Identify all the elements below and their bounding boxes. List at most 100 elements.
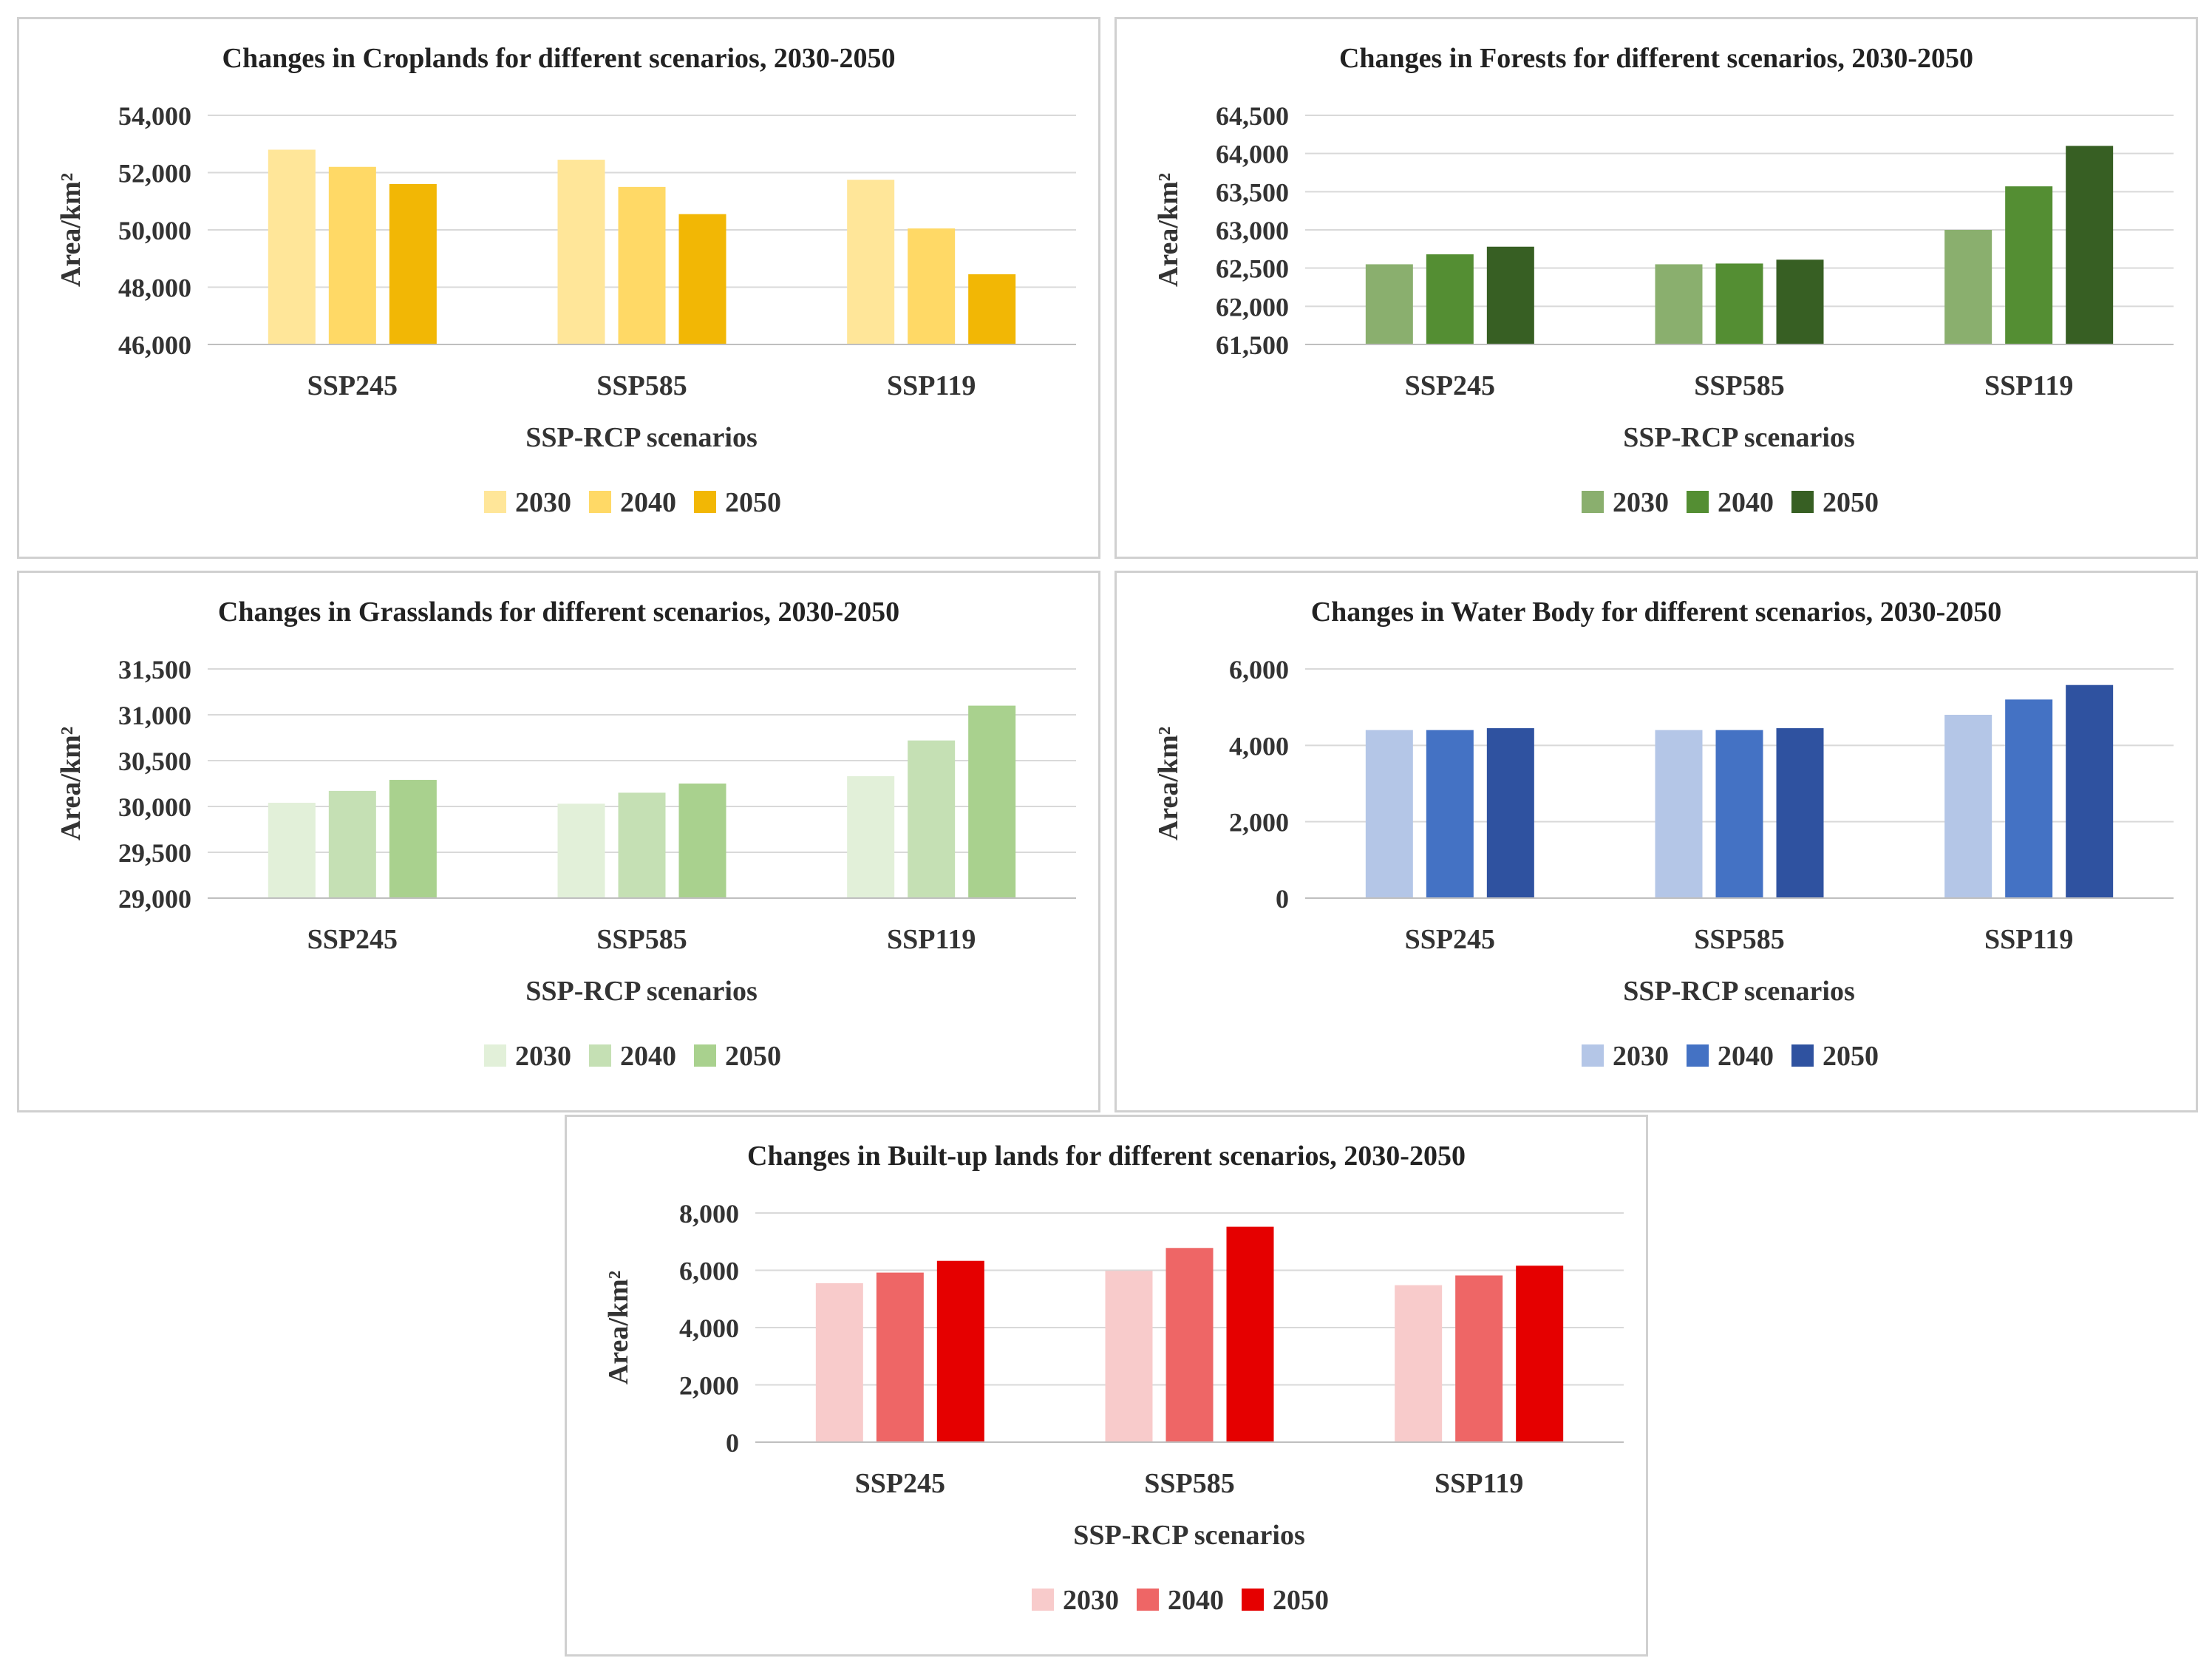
croplands-chart-panel: Changes in Croplands for different scena… xyxy=(17,17,1100,559)
bar-ssp119-2030 xyxy=(1944,230,1992,344)
x-category-label: SSP119 xyxy=(887,370,976,401)
bar-ssp585-2030 xyxy=(1655,264,1703,344)
y-axis-title: Area/km² xyxy=(1153,727,1184,840)
x-category-label: SSP245 xyxy=(307,370,398,401)
y-tick-label: 30,000 xyxy=(118,792,191,822)
x-category-label: SSP585 xyxy=(1694,924,1784,955)
bar-ssp245-2040 xyxy=(328,790,376,898)
chart-svg: Changes in Grasslands for different scen… xyxy=(55,597,1076,1072)
bar-ssp119-2030 xyxy=(1395,1285,1443,1442)
y-tick-label: 61,500 xyxy=(1216,330,1289,360)
y-tick-label: 62,000 xyxy=(1216,292,1289,322)
legend-label: 2040 xyxy=(1168,1585,1224,1616)
y-axis-title: Area/km² xyxy=(603,1271,634,1384)
bar-ssp585-2030 xyxy=(557,803,605,898)
bar-ssp585-2030 xyxy=(1105,1271,1153,1442)
legend-swatch xyxy=(1582,491,1604,513)
legend-label: 2040 xyxy=(620,487,676,518)
bar-ssp585-2040 xyxy=(1715,730,1763,898)
x-category-label: SSP245 xyxy=(307,924,398,955)
y-tick-label: 50,000 xyxy=(118,216,191,245)
bar-ssp119-2050 xyxy=(968,274,1016,344)
chart-title: Changes in Forests for different scenari… xyxy=(1339,43,1973,74)
chart-title: Changes in Water Body for different scen… xyxy=(1311,597,2002,628)
bar-ssp585-2050 xyxy=(678,784,726,898)
bar-ssp245-2040 xyxy=(1426,730,1474,898)
bar-ssp245-2050 xyxy=(389,184,437,344)
y-tick-label: 64,000 xyxy=(1216,140,1289,169)
y-tick-label: 63,500 xyxy=(1216,177,1289,207)
y-tick-label: 62,500 xyxy=(1216,254,1289,284)
y-tick-label: 54,000 xyxy=(118,101,191,131)
legend-swatch xyxy=(1791,1044,1814,1067)
bar-ssp245-2050 xyxy=(1486,728,1534,898)
built-up-chart-panel: Changes in Built-up lands for different … xyxy=(565,1115,1648,1657)
legend-label: 2050 xyxy=(1823,1041,1879,1072)
legend-swatch xyxy=(1791,491,1814,513)
bar-ssp119-2040 xyxy=(2005,699,2053,898)
y-axis-title: Area/km² xyxy=(55,727,86,840)
x-axis-title: SSP-RCP scenarios xyxy=(1073,1520,1305,1551)
bar-ssp245-2040 xyxy=(1426,254,1474,344)
x-axis-title: SSP-RCP scenarios xyxy=(525,422,758,453)
water-body-chart-panel: Changes in Water Body for different scen… xyxy=(1114,571,2198,1112)
bar-ssp245-2050 xyxy=(1486,246,1534,344)
bar-ssp245-2030 xyxy=(268,149,316,344)
bar-ssp245-2050 xyxy=(936,1260,984,1442)
legend-label: 2040 xyxy=(1718,1041,1774,1072)
y-tick-label: 8,000 xyxy=(679,1199,739,1229)
y-tick-label: 30,500 xyxy=(118,747,191,776)
bar-ssp245-2030 xyxy=(268,803,316,898)
y-axis-title: Area/km² xyxy=(55,173,86,287)
bar-ssp119-2050 xyxy=(2066,146,2114,345)
y-tick-label: 29,000 xyxy=(118,884,191,914)
bar-ssp245-2050 xyxy=(389,780,437,898)
legend-swatch xyxy=(1582,1044,1604,1067)
y-tick-label: 63,000 xyxy=(1216,216,1289,245)
bar-ssp585-2050 xyxy=(1776,259,1824,344)
forests-chart-panel: Changes in Forests for different scenari… xyxy=(1114,17,2198,559)
y-tick-label: 31,500 xyxy=(118,655,191,684)
legend-swatch xyxy=(1137,1589,1159,1611)
bar-ssp119-2040 xyxy=(1455,1275,1503,1442)
chart-svg: Changes in Forests for different scenari… xyxy=(1153,43,2174,518)
y-tick-label: 0 xyxy=(726,1428,739,1458)
bar-ssp119-2040 xyxy=(2005,186,2053,344)
chart-svg: Changes in Water Body for different scen… xyxy=(1153,597,2174,1072)
legend-label: 2050 xyxy=(725,1041,781,1072)
legend-label: 2050 xyxy=(1273,1585,1329,1616)
legend-label: 2030 xyxy=(1613,487,1669,518)
legend-swatch xyxy=(694,1044,716,1067)
legend-swatch xyxy=(484,491,506,513)
bar-ssp585-2030 xyxy=(557,160,605,344)
y-tick-label: 46,000 xyxy=(118,330,191,360)
x-category-label: SSP585 xyxy=(596,370,687,401)
y-tick-label: 2,000 xyxy=(679,1371,739,1401)
legend-label: 2030 xyxy=(1063,1585,1119,1616)
legend-label: 2030 xyxy=(1613,1041,1669,1072)
x-axis-title: SSP-RCP scenarios xyxy=(1623,422,1855,453)
x-category-label: SSP119 xyxy=(1984,924,2073,955)
bar-ssp119-2050 xyxy=(1516,1265,1564,1442)
y-tick-label: 4,000 xyxy=(1229,731,1289,761)
legend-swatch xyxy=(589,1044,611,1067)
y-tick-label: 31,000 xyxy=(118,701,191,730)
x-category-label: SSP119 xyxy=(1984,370,2073,401)
y-tick-label: 52,000 xyxy=(118,159,191,188)
grasslands-chart-panel: Changes in Grasslands for different scen… xyxy=(17,571,1100,1112)
legend-swatch xyxy=(589,491,611,513)
legend-label: 2050 xyxy=(1823,487,1879,518)
bar-ssp585-2040 xyxy=(1715,263,1763,344)
x-category-label: SSP585 xyxy=(1144,1468,1234,1499)
x-axis-title: SSP-RCP scenarios xyxy=(525,976,758,1007)
y-tick-label: 4,000 xyxy=(679,1314,739,1343)
y-tick-label: 2,000 xyxy=(1229,808,1289,838)
legend-label: 2030 xyxy=(515,487,571,518)
bar-ssp585-2050 xyxy=(678,214,726,344)
bar-ssp585-2050 xyxy=(1226,1226,1274,1442)
bar-ssp119-2050 xyxy=(968,705,1016,898)
bar-ssp585-2040 xyxy=(1165,1248,1214,1442)
y-tick-label: 64,500 xyxy=(1216,101,1289,131)
x-category-label: SSP245 xyxy=(855,1468,945,1499)
y-tick-label: 0 xyxy=(1276,884,1289,914)
